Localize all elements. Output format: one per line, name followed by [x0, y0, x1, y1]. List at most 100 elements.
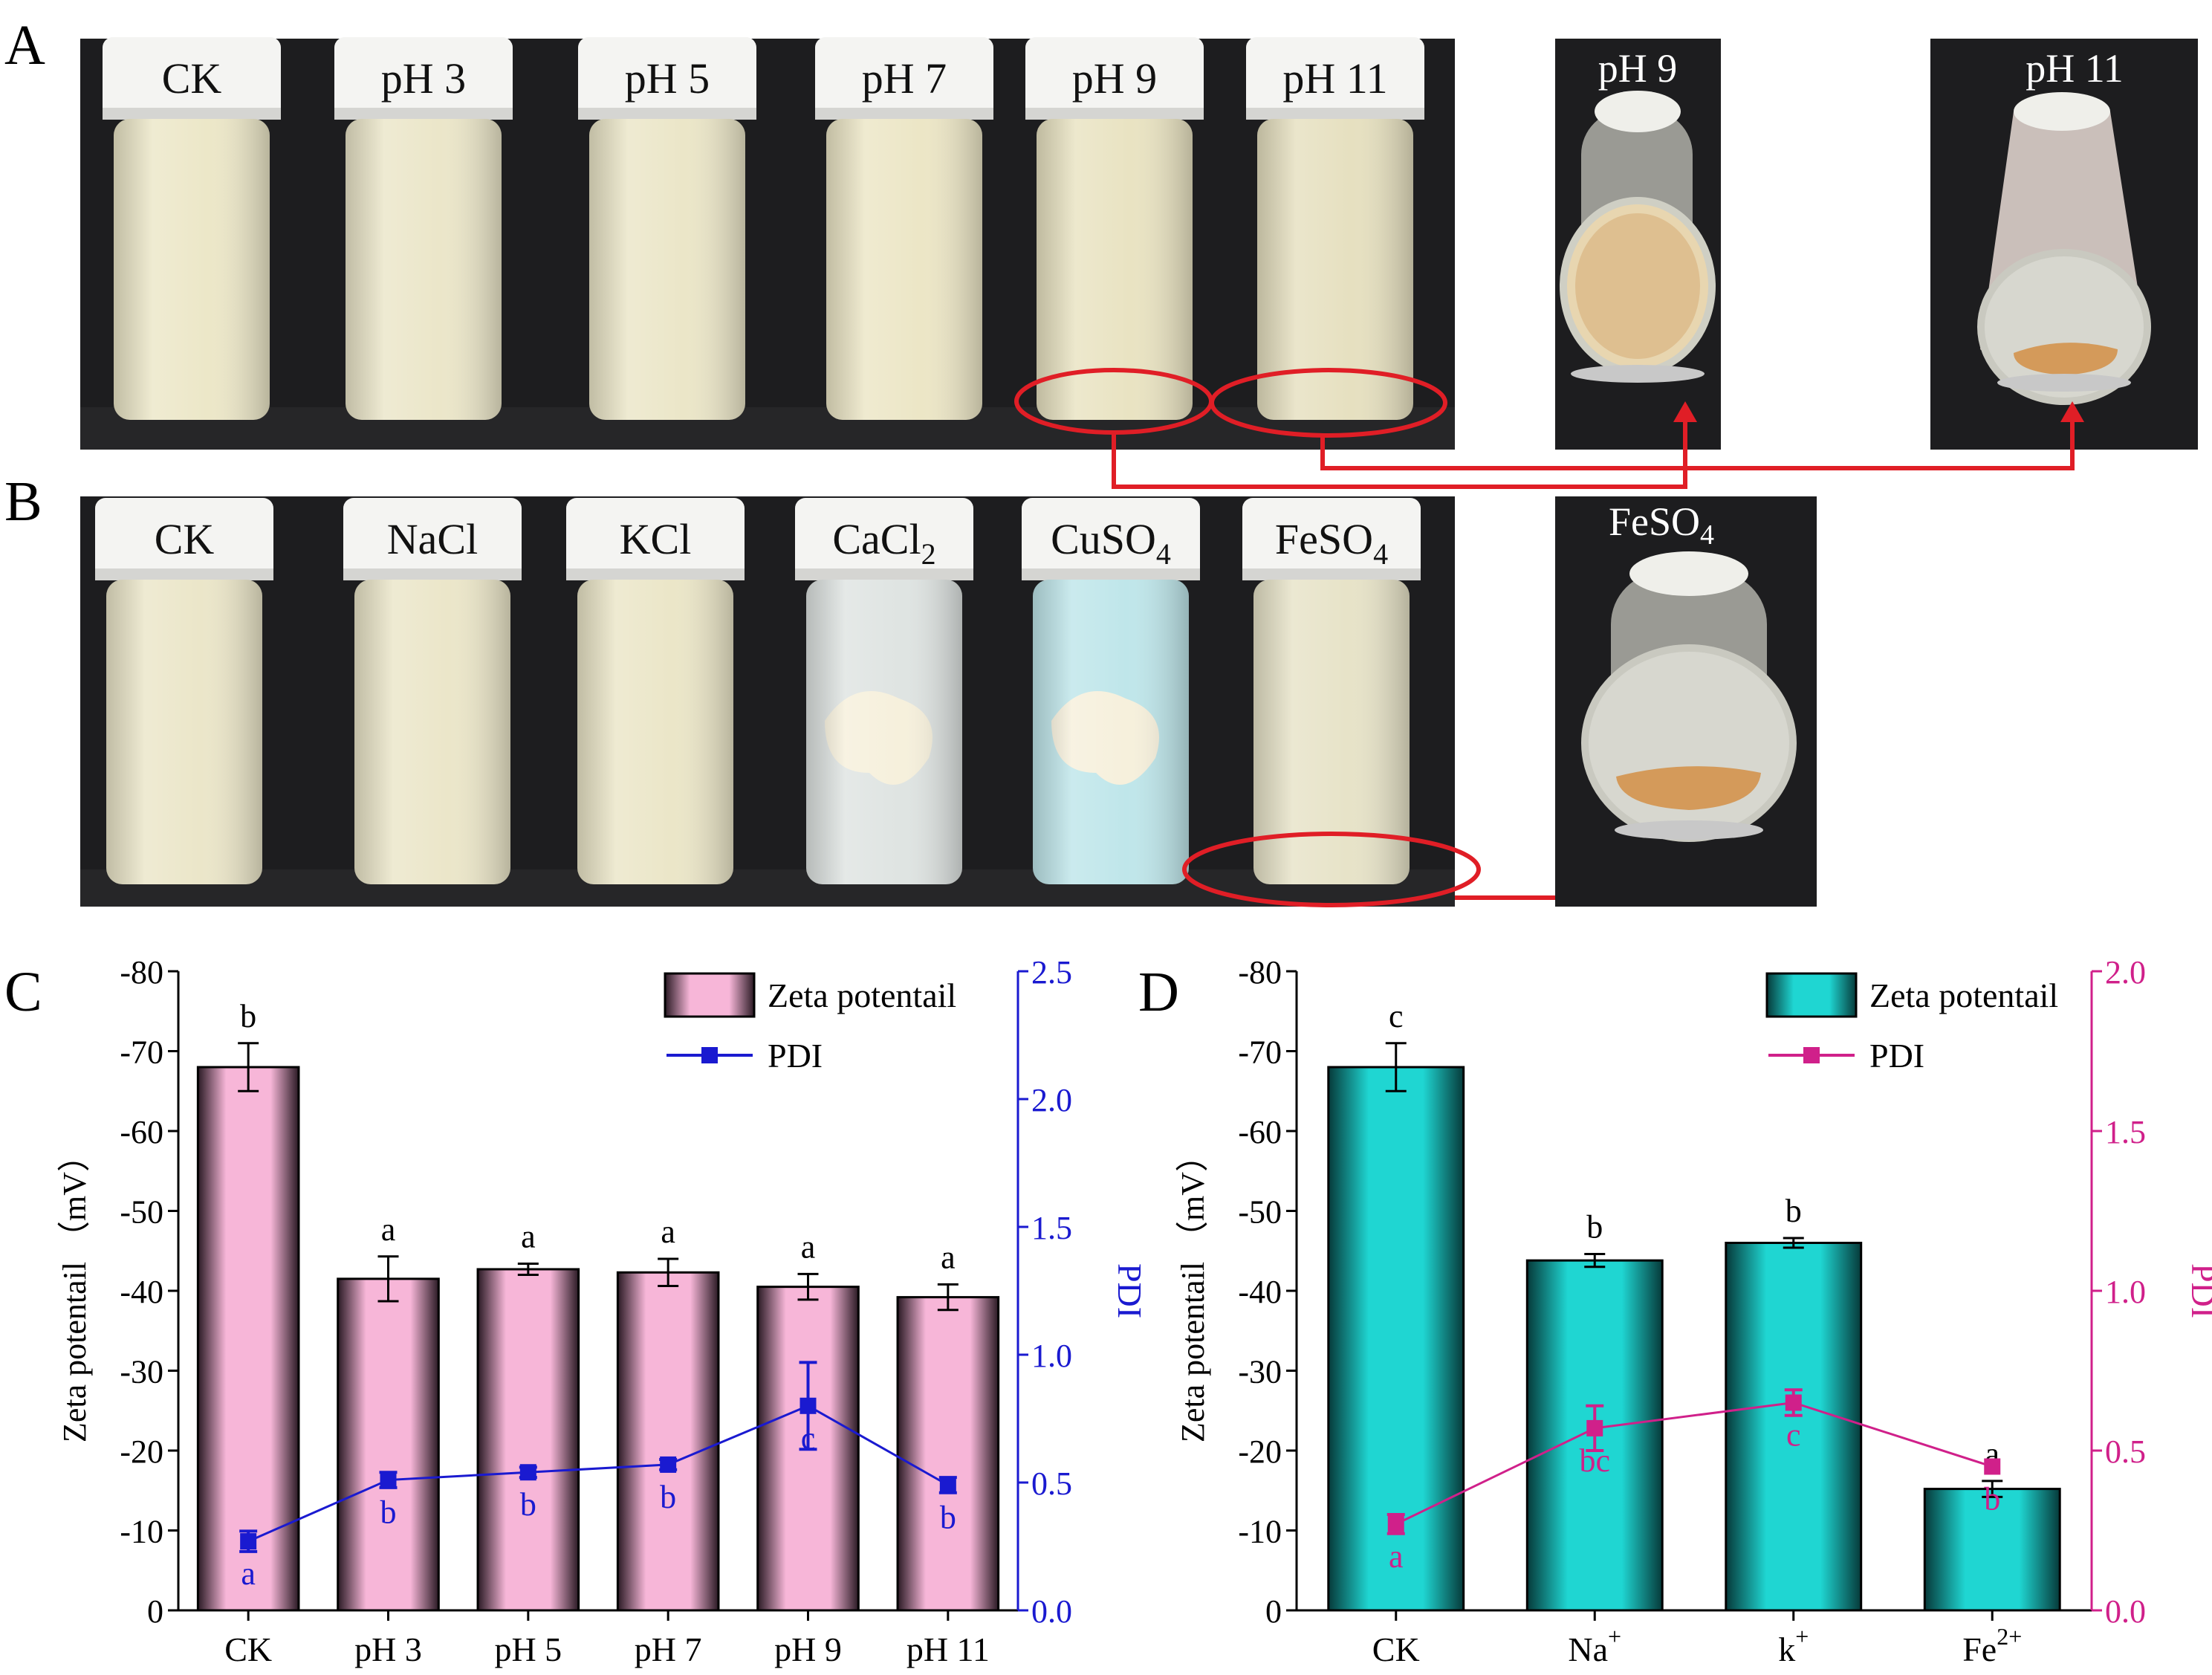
y-tick-label: -80: [1238, 954, 1282, 991]
y2-tick-label: 2.0: [1031, 1082, 1072, 1118]
bar-letter: a: [521, 1218, 536, 1254]
x-tick-label: Na+: [1568, 1623, 1621, 1668]
vial-label-b-1: NaCl: [387, 515, 478, 563]
vial-cap-rim: [1242, 568, 1421, 580]
pdi-point: [380, 1471, 397, 1488]
pdi-letter: bc: [1579, 1442, 1610, 1479]
panel-b-main-photo-bg: [80, 496, 1455, 907]
x-tick-label: pH 5: [494, 1630, 562, 1668]
bar: [337, 1277, 440, 1612]
vial-label-main: FeSO: [1275, 515, 1373, 563]
panel-a-shelf: [80, 407, 1455, 450]
vial-glass: [354, 580, 510, 884]
y2-tick-label: 1.0: [1031, 1338, 1072, 1374]
x-tick-label: CK: [224, 1630, 272, 1668]
panel-a-photo: CK pH 3 pH 5 pH 7 pH 9 pH 11 pH 9 pH 11: [80, 37, 2198, 450]
x-tick-label-main: Fe: [1962, 1630, 1997, 1668]
bar-letter: a: [801, 1228, 816, 1265]
y-tick-label: -20: [1238, 1433, 1282, 1470]
vial-label-2: pH 5: [625, 54, 710, 103]
y-tick-label: -60: [1238, 1114, 1282, 1150]
vial-glass: [826, 119, 982, 420]
vial-cap-rim: [815, 108, 993, 120]
legend-bar-swatch: [664, 972, 756, 1018]
bar: [616, 1271, 720, 1612]
pdi-letter: c: [801, 1420, 816, 1457]
vial-cap-rim: [1022, 568, 1200, 580]
pdi-point: [939, 1477, 956, 1494]
y-tick-label: -40: [1238, 1274, 1282, 1310]
vial-label-sub: 4: [1373, 537, 1388, 571]
pdi-line: [247, 1405, 949, 1543]
y2-axis-title: PDI: [2185, 1263, 2212, 1318]
bar: [476, 1268, 580, 1612]
vial-cap: [1025, 37, 1204, 119]
y-tick-label: -50: [120, 1194, 163, 1231]
y-tick-label: -20: [120, 1433, 163, 1470]
vial-label-sub: 2: [921, 537, 936, 571]
bar: [196, 1066, 300, 1612]
pdi-point: [660, 1456, 677, 1473]
legend-label-pdi: PDI: [1869, 1037, 1924, 1075]
x-tick-label: Fe2+: [1962, 1623, 2022, 1668]
vial-cap: [1246, 37, 1424, 119]
vial-glass: [114, 119, 270, 420]
ph11-sediment-circle: [1210, 368, 1447, 438]
panel-letter: C: [4, 961, 42, 1023]
x-tick-label-main: CK: [1372, 1630, 1420, 1668]
y-tick-label: -10: [120, 1514, 163, 1550]
x-tick-label-sup: 2+: [1997, 1623, 2022, 1650]
y-axis-title: Zeta potentail （mV）: [1175, 1139, 1211, 1442]
x-tick-label: CK: [1372, 1630, 1420, 1668]
vial-glass: [1033, 580, 1189, 884]
legend-label-zeta: Zeta potentail: [768, 976, 956, 1014]
x-tick-label-sup: +: [1795, 1623, 1809, 1650]
vial-glass: [1253, 580, 1410, 884]
pdi-letter: b: [380, 1494, 397, 1531]
vial-label-main: CuSO: [1051, 515, 1156, 563]
vial-cap: [578, 37, 756, 119]
vial-cap: [95, 498, 273, 580]
x-tick-label: k+: [1778, 1623, 1809, 1668]
bar-letter: a: [381, 1211, 396, 1248]
bar: [1725, 1242, 1863, 1612]
y-tick-label: 0: [147, 1593, 163, 1630]
bar-letter: b: [240, 998, 256, 1034]
vial-label-b-5: FeSO4: [1275, 515, 1388, 571]
y-tick-label: -60: [120, 1114, 163, 1150]
vial-label-0: CK: [162, 54, 222, 103]
x-tick-label-sup: +: [1608, 1623, 1621, 1650]
vial-label-b-2: KCl: [620, 515, 692, 563]
pdi-point: [1387, 1515, 1404, 1532]
vial-cap-rim: [795, 568, 973, 580]
y-tick-label: 0: [1265, 1593, 1282, 1630]
vial-label-main: KCl: [620, 515, 692, 563]
vial-label-3: pH 7: [862, 54, 947, 103]
inset-feso4-label: FeSO4: [1609, 499, 1714, 551]
legend-point-swatch: [1803, 1047, 1820, 1063]
vial-label-b-3: CaCl2: [832, 515, 935, 571]
pdi-letter: a: [241, 1555, 256, 1592]
bar: [896, 1296, 1000, 1612]
pdi-letter: b: [520, 1486, 536, 1523]
vial-label-1: pH 3: [381, 54, 466, 103]
bar-letter: b: [1786, 1193, 1802, 1229]
vial-glass: [1257, 119, 1413, 420]
vial-cap: [343, 498, 522, 580]
vial-glass: [106, 580, 262, 884]
vial-glass: [346, 119, 502, 420]
vial-label-5: pH 11: [1282, 54, 1387, 103]
pdi-letter: a: [1389, 1538, 1404, 1575]
x-tick-label: pH 7: [635, 1630, 702, 1668]
pdi-point: [240, 1533, 257, 1550]
y-tick-label: -30: [1238, 1354, 1282, 1390]
vial-label-main: CK: [155, 515, 215, 563]
vial-glass: [589, 119, 745, 420]
vial-cap: [103, 37, 281, 119]
vial-glass: [806, 580, 962, 884]
panel-b-photo: CK NaCl KCl CaCl2 CuSO4 FeSO4 FeSO4: [80, 496, 1817, 907]
pdi-letter: b: [1984, 1481, 2000, 1517]
inset-ph11: pH 11: [1930, 39, 2198, 450]
vial-cap: [795, 498, 973, 580]
